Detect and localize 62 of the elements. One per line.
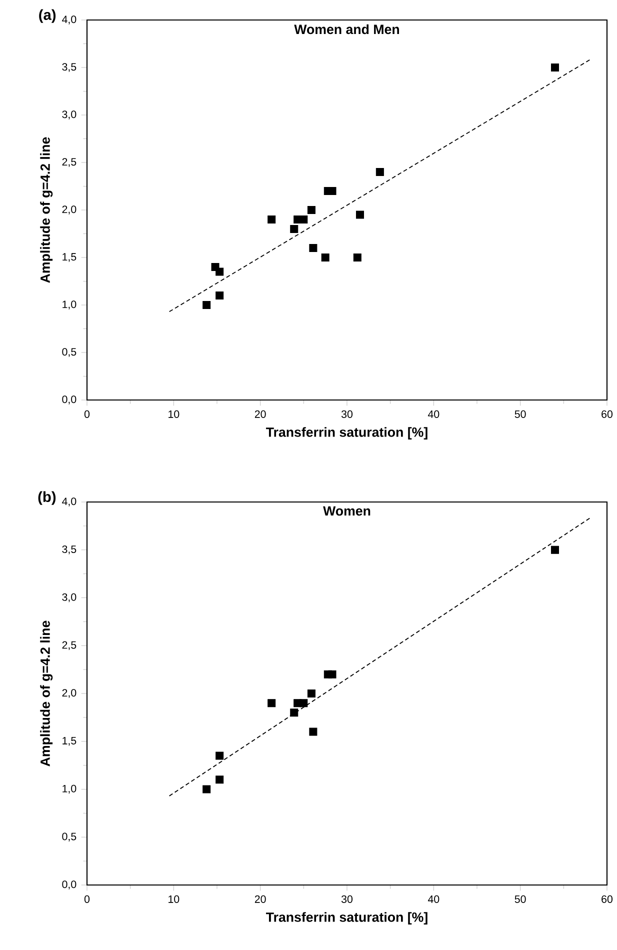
x-tick-label: 30 [341, 895, 352, 903]
point [215, 268, 224, 276]
y-tick-label: 1,5 [62, 737, 76, 746]
x-tick-label: 40 [428, 895, 440, 903]
y-tick-label: 0,0 [62, 880, 76, 890]
point [550, 63, 559, 72]
text: (a) [38, 9, 56, 23]
x-tick-label: 60 [601, 895, 612, 903]
point [215, 752, 224, 760]
x-tick-label: 50 [514, 895, 526, 903]
point [550, 546, 559, 554]
x-axis-title: Transferrin saturation [%] [266, 427, 428, 440]
point [215, 291, 224, 300]
x-tick-label: 60 [601, 410, 612, 418]
point [267, 699, 276, 708]
y-tick-label: 3,0 [62, 593, 76, 602]
y-tick-label: 3,0 [62, 110, 76, 120]
y-tick-label: 4,0 [62, 16, 76, 24]
point [309, 728, 318, 736]
x-tick-label: 20 [254, 895, 266, 903]
y-tick-label: 2,0 [62, 206, 76, 214]
y-tick-label: 2,0 [62, 689, 76, 698]
chart-title: Women and Men [294, 24, 399, 34]
x-tick-label: 10 [168, 410, 180, 418]
y-tick-label: 4,0 [62, 498, 76, 506]
y-tick-label: 0,5 [62, 348, 76, 357]
y-tick-label: 1,5 [62, 253, 76, 262]
x-tick-label: 10 [168, 895, 180, 903]
x-tick-label: 20 [254, 410, 266, 418]
x-tick-label: 30 [341, 410, 352, 418]
point [328, 670, 336, 678]
point [202, 785, 210, 794]
point [202, 300, 210, 309]
point [307, 689, 316, 698]
point [356, 210, 364, 219]
point [376, 168, 384, 176]
point [267, 215, 276, 224]
x-tick-label: 50 [514, 410, 526, 418]
y-tick-label: 1,0 [62, 784, 76, 794]
y-tick-label: 1,0 [62, 300, 76, 310]
chart-title: Women [322, 506, 370, 516]
point [353, 253, 362, 262]
point [321, 253, 330, 262]
point [290, 225, 298, 234]
y-tick-label: 2,5 [62, 158, 76, 167]
point [309, 244, 318, 252]
point [307, 206, 316, 214]
x-tick-label: 40 [428, 410, 440, 418]
x-axis-title: Transferrin saturation [%] [266, 912, 428, 925]
point [290, 708, 298, 717]
y-axis-title: Amplitude of g=4.2 line [40, 620, 52, 766]
point [215, 776, 224, 784]
y-tick-label: 0,0 [62, 396, 76, 404]
y-tick-label: 3,5 [62, 63, 76, 72]
x-tick-label: 0 [84, 895, 90, 903]
y-tick-label: 2,5 [62, 641, 76, 650]
y-tick-label: 3,5 [62, 545, 76, 554]
point [299, 699, 308, 708]
x-tick-label: 0 [84, 410, 90, 418]
text: (b) [38, 491, 56, 505]
y-tick-label: 0,5 [62, 832, 76, 842]
y-axis-title: Amplitude of g=4.2 line [40, 137, 52, 283]
